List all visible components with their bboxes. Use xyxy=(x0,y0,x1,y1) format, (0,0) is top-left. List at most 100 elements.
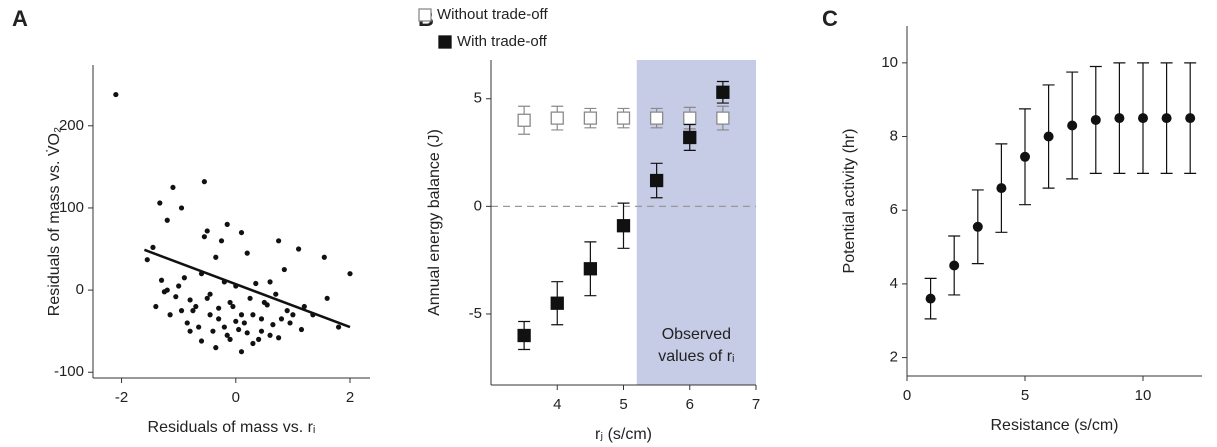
marker xyxy=(216,305,222,311)
x-axis-label: rⱼ (s/cm) xyxy=(595,426,652,443)
marker xyxy=(335,324,342,330)
y-tick-label: 200 xyxy=(59,117,84,134)
marker xyxy=(176,283,182,289)
marker xyxy=(683,130,697,145)
marker xyxy=(267,279,273,285)
y-axis-label: Potential activity (hr) xyxy=(841,129,858,274)
marker xyxy=(925,293,936,304)
marker xyxy=(233,318,239,324)
marker xyxy=(161,289,167,295)
marker xyxy=(321,254,327,260)
marker xyxy=(178,205,185,211)
marker xyxy=(157,200,163,206)
legend-label: Without trade-off xyxy=(437,6,548,23)
marker xyxy=(221,279,227,285)
x-tick-label: 5 xyxy=(1021,387,1029,404)
marker xyxy=(241,320,247,326)
marker xyxy=(113,91,119,98)
marker xyxy=(281,266,287,273)
marker xyxy=(258,316,265,322)
y-tick-label: 4 xyxy=(890,275,898,292)
marker xyxy=(207,312,213,318)
marker xyxy=(270,322,276,328)
marker xyxy=(1185,113,1196,124)
marker xyxy=(196,324,202,330)
panel-label: A xyxy=(12,6,28,31)
marker xyxy=(250,312,256,318)
x-axis-label: Residuals of mass vs. rᵢ xyxy=(148,419,316,436)
marker xyxy=(187,297,193,303)
marker xyxy=(310,312,316,318)
marker xyxy=(213,345,219,351)
panel-label: C xyxy=(822,6,838,31)
x-tick-label: 0 xyxy=(903,387,911,404)
marker xyxy=(236,326,242,333)
marker xyxy=(253,280,259,287)
marker xyxy=(167,312,173,318)
marker xyxy=(550,111,564,125)
marker xyxy=(1067,120,1078,131)
marker xyxy=(298,326,305,333)
marker xyxy=(204,228,210,234)
marker xyxy=(233,283,239,289)
marker xyxy=(683,111,697,125)
x-tick-label: 10 xyxy=(1135,387,1152,404)
marker xyxy=(716,111,730,125)
y-tick-label: 100 xyxy=(59,199,84,216)
marker xyxy=(224,332,230,338)
marker xyxy=(224,221,230,227)
marker xyxy=(207,291,213,297)
marker xyxy=(230,303,236,310)
marker xyxy=(164,217,170,223)
marker xyxy=(250,340,256,347)
marker xyxy=(517,113,531,127)
marker xyxy=(258,328,265,334)
marker xyxy=(550,296,564,310)
marker xyxy=(158,277,165,283)
x-tick-label: 6 xyxy=(686,396,694,413)
marker xyxy=(218,238,225,244)
marker xyxy=(238,312,245,318)
marker xyxy=(649,173,664,188)
marker xyxy=(284,308,290,314)
marker xyxy=(190,308,196,314)
y-tick-label: -5 xyxy=(469,305,482,322)
marker xyxy=(273,291,279,297)
marker xyxy=(256,336,262,342)
marker xyxy=(227,299,233,306)
x-tick-label: 4 xyxy=(553,396,561,413)
x-tick-label: 0 xyxy=(232,389,240,406)
shade-label: Observed xyxy=(662,326,731,343)
marker xyxy=(244,330,250,336)
y-tick-label: 8 xyxy=(890,127,898,144)
legend-swatch xyxy=(438,35,452,49)
marker xyxy=(1090,114,1101,125)
legend-label: With trade-off xyxy=(457,33,548,50)
marker xyxy=(287,320,293,326)
marker xyxy=(1138,113,1148,124)
y-tick-label: -100 xyxy=(54,363,84,380)
x-tick-label: 2 xyxy=(346,389,354,406)
marker xyxy=(187,328,193,334)
marker xyxy=(153,303,159,310)
marker xyxy=(216,316,222,322)
marker xyxy=(296,246,302,252)
y-tick-label: 0 xyxy=(474,197,482,214)
marker xyxy=(213,254,219,260)
y-axis-label: Residuals of mass vs. V̇O₂ xyxy=(45,127,63,316)
x-tick-label: -2 xyxy=(115,389,128,406)
marker xyxy=(247,295,253,301)
marker xyxy=(201,234,207,240)
marker xyxy=(1020,151,1030,162)
y-tick-label: 5 xyxy=(474,90,482,107)
y-tick-label: 0 xyxy=(76,281,84,298)
y-tick-label: 2 xyxy=(890,349,898,366)
marker xyxy=(649,111,664,125)
shade-label: values of rᵢ xyxy=(658,348,734,365)
marker xyxy=(583,111,598,125)
marker xyxy=(184,320,190,326)
marker xyxy=(996,183,1007,194)
marker xyxy=(193,303,199,310)
marker xyxy=(972,221,983,232)
